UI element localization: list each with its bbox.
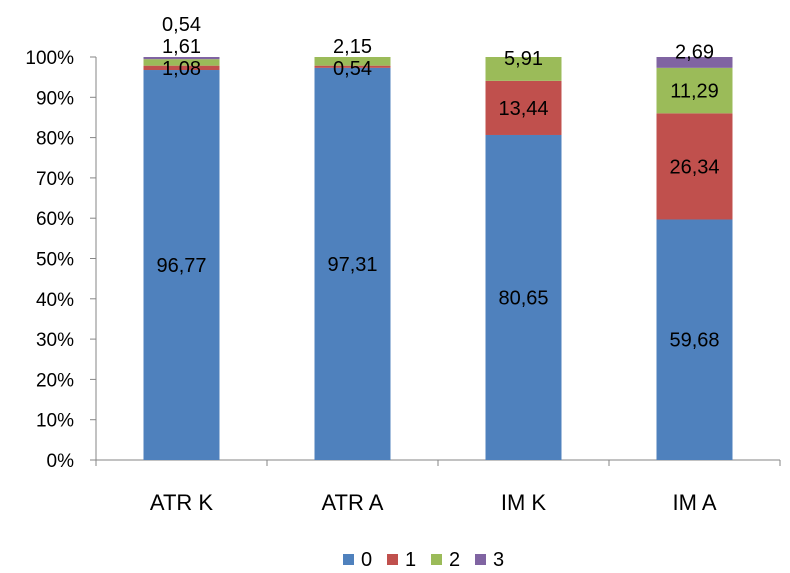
- legend: 0 1 2 3: [343, 549, 504, 571]
- bar-segment: [143, 59, 220, 66]
- bar-segment: [143, 57, 220, 60]
- x-axis: ATR K ATR A IM K IM A: [95, 459, 781, 515]
- y-tick-label: 70%: [36, 169, 74, 190]
- data-label: 26,34: [669, 156, 719, 178]
- y-tick-label: 0%: [47, 451, 75, 472]
- legend-swatch: [343, 554, 354, 565]
- bar-segment: [656, 219, 733, 460]
- bar-segment: [485, 134, 562, 460]
- legend-swatch: [475, 554, 486, 565]
- x-category-label: ATR A: [322, 490, 384, 515]
- data-label: 13,44: [498, 98, 548, 120]
- legend-label: 0: [361, 549, 372, 571]
- bar-segment: [314, 57, 391, 66]
- data-labels: 96,771,081,610,5497,310,542,1580,6513,44…: [156, 14, 719, 352]
- bar-segment: [656, 67, 733, 114]
- legend-label: 2: [449, 549, 460, 571]
- bar-segment: [314, 67, 391, 460]
- bars: [143, 57, 733, 460]
- data-label: 80,65: [498, 287, 548, 309]
- legend-label: 1: [405, 549, 416, 571]
- y-tick-label: 30%: [36, 330, 74, 351]
- y-tick-label: 60%: [36, 209, 74, 230]
- bar-segment: [485, 80, 562, 135]
- data-label: 5,91: [504, 48, 543, 70]
- data-label: 2,15: [333, 36, 372, 58]
- x-category-label: IM K: [501, 490, 547, 515]
- y-tick-label: 100%: [25, 48, 74, 69]
- data-label: 97,31: [327, 254, 377, 276]
- bar-segment: [485, 57, 562, 81]
- y-tick-label: 40%: [36, 290, 74, 311]
- bar-segment: [656, 113, 733, 220]
- x-category-label: IM A: [672, 490, 716, 515]
- y-tick-label: 10%: [36, 411, 74, 432]
- data-label: 11,29: [670, 81, 719, 103]
- y-tick-label: 90%: [36, 88, 74, 109]
- legend-swatch: [431, 554, 442, 565]
- bar-segment: [143, 70, 220, 460]
- data-label: 0,54: [162, 14, 201, 36]
- data-label: 96,77: [156, 255, 206, 277]
- bar-segment: [143, 65, 220, 71]
- data-label: 0,54: [333, 58, 372, 80]
- x-category-label: ATR K: [150, 490, 213, 515]
- data-label: 2,69: [675, 41, 714, 63]
- y-tick-label: 20%: [36, 370, 74, 391]
- bar-segment: [656, 57, 733, 68]
- y-tick-label: 50%: [36, 250, 74, 271]
- y-tick-label: 80%: [36, 129, 74, 150]
- bar-segment: [314, 65, 391, 68]
- data-label: 1,08: [162, 58, 201, 80]
- legend-swatch: [387, 554, 398, 565]
- data-label: 1,61: [162, 36, 201, 58]
- y-axis: 0% 10% 20% 30% 40% 50% 60% 70% 80% 90% 100%: [25, 48, 97, 472]
- data-label: 59,68: [669, 330, 719, 352]
- legend-label: 3: [493, 549, 504, 571]
